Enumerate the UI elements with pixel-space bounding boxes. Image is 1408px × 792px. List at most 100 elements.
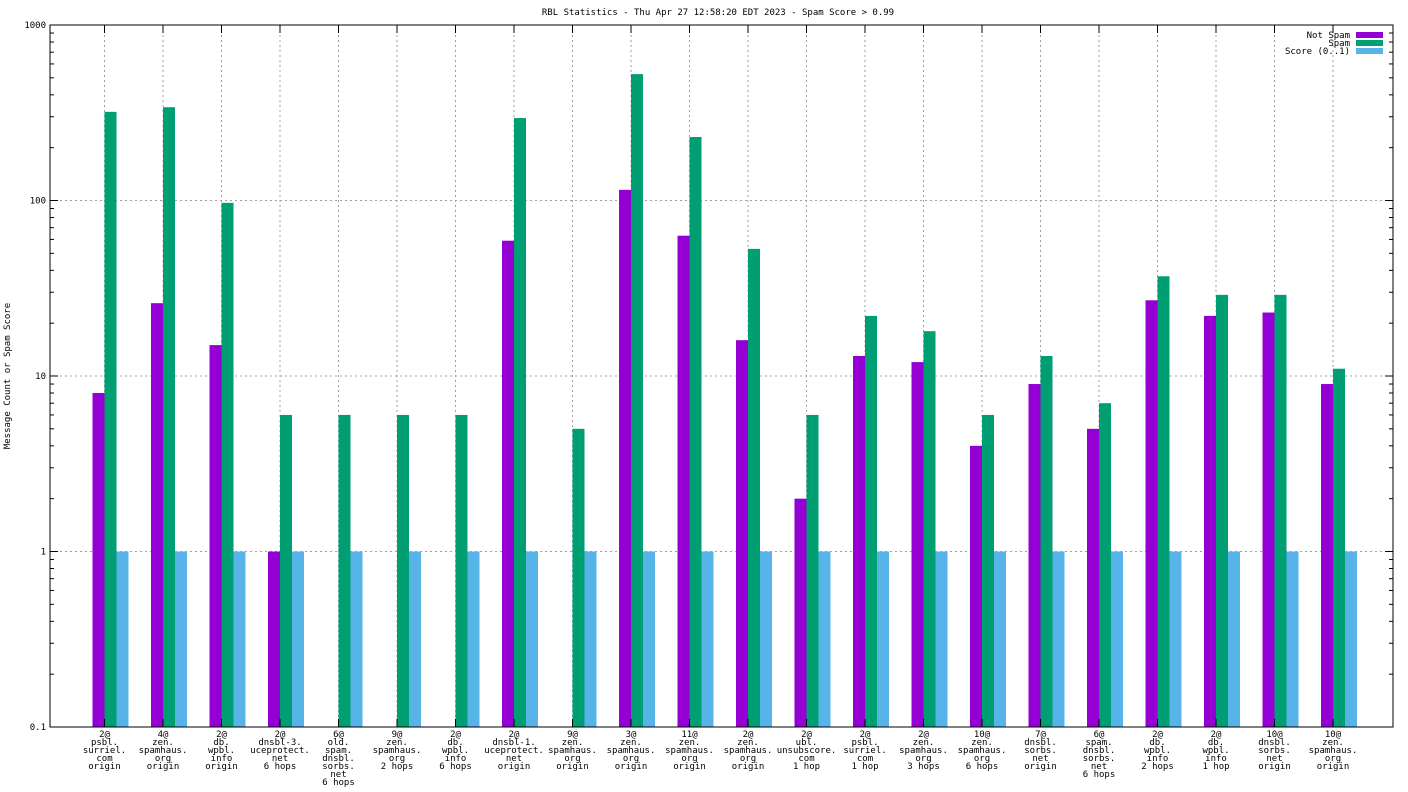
x-category-label: sorbs. — [322, 762, 355, 772]
x-category-label: info — [1147, 754, 1169, 764]
x-category-label: sorbs. — [1258, 746, 1291, 756]
x-category-label: 1 hop — [1202, 762, 1229, 772]
bar-score-0-1 — [292, 551, 304, 727]
grid-lines — [50, 25, 1393, 727]
x-category-label: 10@ — [1266, 730, 1283, 740]
x-category-label: net — [1032, 754, 1048, 764]
bar-spam — [923, 331, 936, 727]
x-category-label: 2@ — [860, 730, 871, 740]
x-category-label: 6 hops — [264, 762, 297, 772]
legend-label: Score (0..1) — [1285, 47, 1350, 57]
x-category-label: sorbs. — [1083, 754, 1116, 764]
x-category-label: 2@ — [1211, 730, 1222, 740]
bar-spam — [748, 248, 760, 727]
legend-swatch — [1356, 48, 1383, 54]
x-category-label: zen. — [152, 738, 174, 748]
x-category-label: wpbl. — [1202, 746, 1229, 756]
bar-score-0-1 — [1169, 551, 1182, 727]
bar-score-0-1 — [818, 551, 831, 727]
x-category-label: 3@ — [626, 730, 637, 740]
bar-spam — [104, 111, 117, 727]
x-category-label: 2@ — [1152, 730, 1163, 740]
legend-label: Spam — [1328, 39, 1350, 49]
x-category-label: spamhaus. — [899, 746, 948, 756]
x-category-label: db. — [1149, 738, 1165, 748]
x-category-label: org — [155, 754, 171, 764]
x-category-label: dnsbl. — [1024, 738, 1057, 748]
bar-spam — [221, 202, 234, 728]
x-category-label: origin — [673, 762, 706, 772]
x-category-label: zen. — [971, 738, 993, 748]
bars — [92, 74, 1357, 728]
bar-score-0-1 — [1111, 551, 1123, 727]
bar-score-0-1 — [1286, 551, 1299, 727]
bar-score-0-1 — [1228, 551, 1240, 727]
x-category-label: 6 hops — [1083, 770, 1116, 780]
x-category-label: 2@ — [450, 730, 461, 740]
x-category-label: 1 hop — [793, 762, 820, 772]
x-category-label: info — [445, 754, 467, 764]
x-category-label: net — [330, 770, 346, 780]
x-category-label: origin — [556, 762, 589, 772]
y-tick-label: 1 — [41, 548, 46, 558]
bar-not-spam — [1028, 384, 1041, 727]
x-category-label: com — [96, 754, 112, 764]
bar-score-0-1 — [116, 551, 129, 727]
bar-spam — [514, 118, 526, 727]
x-category-label: zen. — [562, 738, 584, 748]
x-category-label: origin — [615, 762, 648, 772]
legend-swatch — [1356, 40, 1383, 46]
x-category-label: dnsbl. — [1258, 738, 1291, 748]
bar-spam — [1216, 294, 1228, 727]
y-tick-label: 1000 — [24, 21, 46, 31]
x-category-label: 2@ — [509, 730, 520, 740]
x-category-label: zen. — [386, 738, 408, 748]
x-category-label: uceprotect. — [484, 746, 544, 756]
x-category-label: dnsbl-1. — [492, 738, 535, 748]
x-category-label: 9@ — [567, 730, 578, 740]
x-category-label: zen. — [1322, 738, 1344, 748]
bar-spam — [1157, 276, 1170, 727]
x-category-label: dnsbl. — [1083, 746, 1116, 756]
bar-not-spam — [1087, 428, 1099, 727]
bar-spam — [982, 414, 994, 727]
x-category-label: org — [915, 754, 931, 764]
bar-not-spam — [1145, 300, 1158, 727]
bar-spam — [1099, 403, 1111, 727]
x-category-label: 7@ — [1035, 730, 1046, 740]
x-category-label: db. — [447, 738, 463, 748]
x-category-label: com — [798, 754, 814, 764]
x-category-label: spamhaus. — [607, 746, 656, 756]
x-category-label: origin — [732, 762, 765, 772]
x-category-label: wpbl. — [1144, 746, 1171, 756]
x-category-label: 9@ — [392, 730, 403, 740]
x-category-label: sorbs. — [1024, 746, 1057, 756]
bar-score-0-1 — [526, 551, 538, 727]
bar-not-spam — [619, 189, 631, 727]
x-category-label: spamhaus. — [139, 746, 188, 756]
bar-score-0-1 — [350, 551, 363, 727]
x-category-label: old. — [328, 738, 350, 748]
x-category-label: 6 hops — [322, 778, 355, 788]
x-category-label: spamhaus. — [724, 746, 773, 756]
x-category-label: org — [623, 754, 639, 764]
x-category-label: org — [564, 754, 580, 764]
x-category-label: info — [1205, 754, 1227, 764]
x-category-label: 2@ — [918, 730, 929, 740]
bar-not-spam — [1321, 384, 1333, 727]
bar-not-spam — [209, 345, 222, 727]
x-category-label: origin — [1258, 762, 1291, 772]
legend-label: Not Spam — [1307, 31, 1350, 41]
x-category-label: unsubscore. — [777, 746, 837, 756]
x-category-label: 1 hop — [851, 762, 878, 772]
bar-score-0-1 — [175, 551, 187, 727]
x-category-label: 2@ — [275, 730, 286, 740]
bar-not-spam — [1204, 315, 1216, 727]
x-category-label: net — [272, 754, 288, 764]
x-category-label: dnsbl-3. — [258, 738, 301, 748]
bar-not-spam — [736, 340, 748, 727]
x-category-label: spam. — [1085, 738, 1112, 748]
bar-score-0-1 — [994, 551, 1006, 727]
bar-not-spam — [268, 551, 280, 727]
x-category-label: origin — [1317, 762, 1350, 772]
